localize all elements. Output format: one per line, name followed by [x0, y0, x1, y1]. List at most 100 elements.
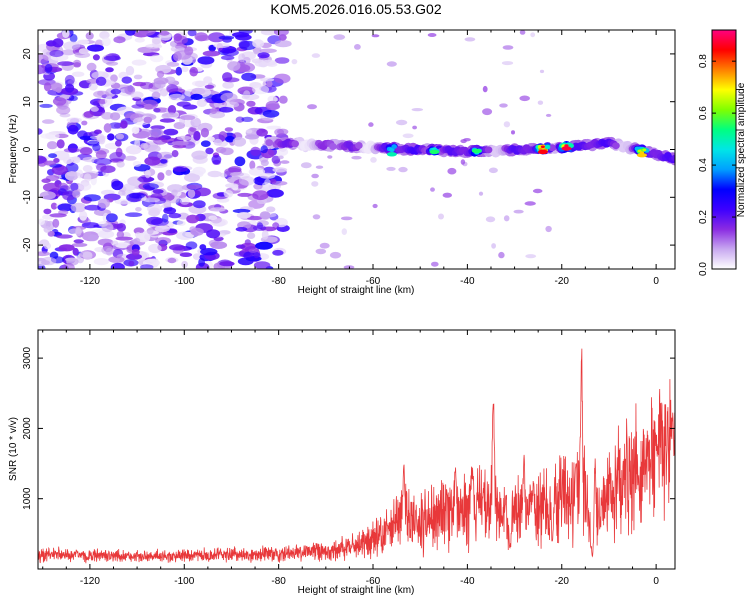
noise-blob [115, 133, 125, 140]
noise-blob [154, 225, 170, 233]
noise-blob [225, 183, 239, 189]
noise-blob [144, 144, 161, 153]
noise-blob [159, 118, 175, 123]
noise-blob [262, 109, 280, 118]
noise-blob [300, 162, 312, 169]
noise-blob [79, 147, 93, 156]
heatmap-noise-field [38, 30, 552, 269]
noise-blob [109, 112, 121, 121]
noise-blob [145, 43, 163, 49]
noise-blob [123, 183, 137, 191]
noise-blob [97, 230, 115, 239]
noise-blob [238, 176, 255, 186]
noise-blob [354, 44, 361, 50]
track-segment [637, 149, 642, 153]
noise-blob [211, 154, 222, 165]
noise-blob [241, 72, 257, 82]
noise-blob [210, 241, 228, 250]
x-tick-label: -40 [460, 276, 475, 287]
noise-blob [278, 95, 288, 104]
noise-blob [411, 108, 424, 112]
noise-blob [95, 76, 107, 87]
track-segment [291, 140, 300, 148]
noise-blob [235, 116, 245, 123]
noise-blob [271, 155, 281, 164]
noise-blob [253, 261, 271, 269]
noise-blob [48, 153, 58, 159]
x-tick-label: 0 [653, 276, 659, 287]
noise-blob [442, 192, 452, 198]
noise-blob [191, 150, 208, 160]
noise-blob [116, 223, 127, 232]
noise-blob [208, 215, 218, 221]
noise-blob [52, 218, 60, 228]
noise-blob [76, 169, 84, 179]
y-tick-label: 10 [22, 96, 33, 108]
noise-blob [503, 215, 510, 222]
noise-blob [82, 165, 93, 173]
noise-blob [38, 218, 45, 226]
noise-blob [161, 203, 172, 209]
colorbar-tick-label: 0.2 [698, 210, 709, 224]
noise-blob [41, 256, 57, 266]
noise-blob [261, 229, 269, 240]
x-tick-label: -100 [174, 276, 194, 287]
noise-blob [187, 126, 195, 136]
noise-blob [162, 112, 179, 118]
noise-blob [431, 261, 439, 267]
noise-blob [278, 34, 287, 41]
noise-blob [227, 61, 241, 71]
noise-blob [274, 40, 292, 48]
noise-blob [232, 32, 250, 38]
noise-blob [168, 93, 185, 101]
noise-blob [252, 84, 270, 95]
noise-blob [197, 56, 215, 65]
noise-blob [200, 248, 218, 256]
peak-marker [429, 149, 440, 155]
noise-blob [43, 242, 52, 250]
noise-blob [266, 188, 284, 198]
noise-blob [230, 171, 244, 177]
noise-blob [386, 61, 397, 67]
noise-blob [81, 222, 100, 229]
noise-blob [370, 157, 377, 163]
noise-blob [148, 128, 164, 138]
noise-blob [447, 167, 457, 175]
noise-blob [114, 199, 133, 205]
noise-blob [198, 258, 206, 267]
noise-blob [190, 117, 201, 128]
noise-blob [251, 58, 263, 64]
noise-blob [187, 189, 196, 199]
noise-blob [169, 244, 186, 251]
noise-blob [62, 156, 73, 165]
noise-blob [78, 182, 92, 191]
noise-blob [501, 61, 514, 66]
noise-blob [57, 61, 74, 66]
noise-blob [244, 134, 260, 140]
x-tick-label: -80 [271, 276, 286, 287]
noise-blob [224, 127, 234, 132]
noise-blob [52, 97, 67, 106]
peak-marker [561, 146, 572, 151]
noise-blob [463, 138, 471, 142]
track-segment [544, 144, 551, 150]
noise-blob [398, 166, 408, 173]
noise-blob [223, 190, 234, 198]
noise-blob [140, 99, 159, 110]
noise-blob [312, 214, 321, 220]
noise-blob [101, 112, 114, 120]
noise-blob [220, 147, 234, 156]
noise-blob [87, 140, 100, 147]
noise-blob [186, 214, 200, 224]
noise-blob [232, 208, 251, 214]
noise-blob [177, 212, 189, 220]
noise-blob [206, 229, 221, 239]
noise-blob [84, 204, 101, 211]
noise-blob [198, 122, 213, 132]
noise-blob [371, 34, 380, 38]
noise-blob [47, 230, 55, 237]
noise-blob [131, 248, 140, 256]
noise-blob [38, 251, 50, 257]
noise-blob [311, 173, 319, 179]
noise-blob [372, 203, 378, 209]
